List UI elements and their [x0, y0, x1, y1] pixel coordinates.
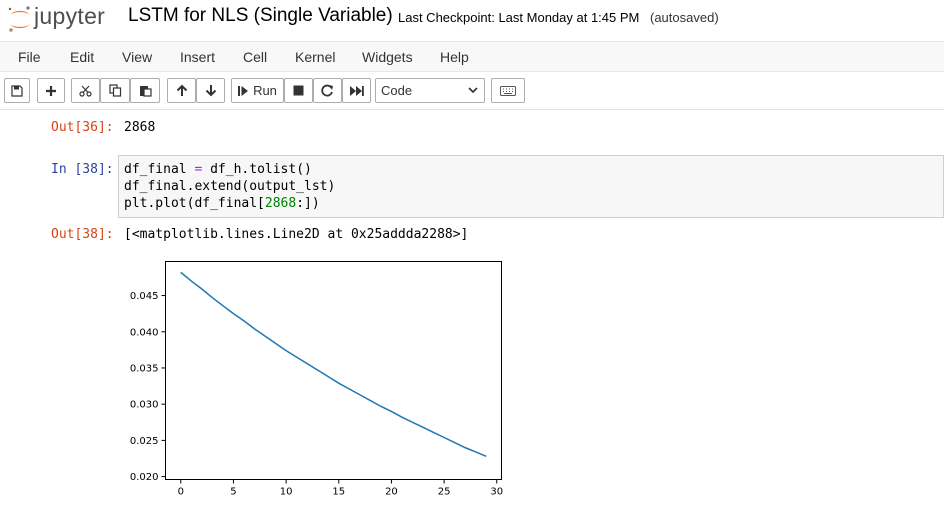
code-line-1: df_final = df_h.tolist() [124, 162, 312, 177]
y-tick-label: 0.020 [130, 472, 159, 483]
cut-icon [79, 85, 92, 97]
cell-type-value: Code [381, 83, 413, 98]
series-line [180, 271, 487, 458]
cell-type-select[interactable]: Code [375, 78, 485, 103]
y-tick-label: 0.045 [130, 291, 159, 302]
arrow-up-icon [176, 84, 187, 96]
stop-icon [293, 85, 304, 96]
input-prompt-38: In [38]: [51, 162, 114, 177]
move-down-button[interactable] [196, 78, 225, 103]
line-plot: 0 5 10 15 20 25 30 0.020 0.025 0.030 0.035 0.040 0.0… [118, 254, 518, 504]
chevron-down-icon [468, 87, 478, 94]
restart-button[interactable] [313, 78, 342, 103]
logo-text: jupyter [34, 3, 106, 29]
notebook-area: Out[36]: 2868 In [38]: df_final = df_h.t… [0, 111, 944, 514]
run-label: Run [253, 83, 277, 98]
keyboard-icon [500, 85, 516, 96]
insert-cell-button[interactable] [37, 78, 65, 103]
header: jupyter LSTM for NLS (Single Variable) L… [0, 0, 944, 40]
code-cell-38[interactable]: df_final = df_h.tolist() df_final.extend… [118, 155, 944, 218]
output-prompt-36: Out[36]: [51, 120, 114, 135]
x-tick-label: 15 [332, 487, 345, 498]
menu-help[interactable]: Help [440, 49, 469, 65]
y-tick-label: 0.040 [130, 327, 159, 338]
cut-button[interactable] [71, 78, 100, 103]
restart-icon [321, 84, 333, 97]
save-icon [11, 84, 23, 97]
y-tick-label: 0.025 [130, 436, 159, 447]
output-value-38: [<matplotlib.lines.Line2D at 0x25addda22… [124, 227, 469, 242]
checkpoint-status: Last Checkpoint: Last Monday at 1:45 PM [398, 10, 640, 25]
menu-cell[interactable]: Cell [243, 49, 268, 65]
menu-kernel[interactable]: Kernel [295, 49, 336, 65]
menu-bar: File Edit View Insert Cell Kernel Widget… [0, 41, 944, 72]
arrow-down-icon [205, 85, 216, 97]
x-tick-label: 25 [438, 487, 451, 498]
copy-icon [108, 84, 121, 97]
axis-ticks: 0 5 10 15 20 25 30 0.020 0.025 0.030 0.035 0.040 0.0… [130, 291, 503, 497]
code-text: df_h.tolist() [202, 162, 312, 177]
menu-widgets[interactable]: Widgets [362, 49, 413, 65]
code-operator: = [194, 162, 203, 177]
save-button[interactable] [4, 78, 30, 103]
plus-icon [46, 85, 56, 96]
x-tick-label: 0 [178, 487, 184, 498]
code-number: 2868 [264, 196, 297, 211]
copy-button[interactable] [100, 78, 130, 103]
menu-file[interactable]: File [18, 49, 41, 65]
x-tick-label: 20 [385, 487, 398, 498]
output-value-36: 2868 [124, 120, 156, 135]
notebook-title[interactable]: LSTM for NLS (Single Variable) [128, 5, 393, 26]
plot-axes-frame [165, 261, 502, 480]
output-prompt-38: Out[38]: [51, 227, 114, 242]
code-text: plt.plot(df_final[ [124, 196, 265, 211]
y-tick-label: 0.035 [130, 363, 159, 374]
paste-button[interactable] [130, 78, 160, 103]
toolbar: Run Code [0, 72, 944, 110]
x-tick-label: 10 [280, 487, 293, 498]
restart-run-all-button[interactable] [342, 78, 371, 103]
jupyter-logo[interactable]: jupyter [6, 2, 126, 38]
menu-view[interactable]: View [122, 49, 153, 65]
x-tick-label: 30 [490, 487, 503, 498]
code-text: :]) [296, 196, 320, 211]
autosave-status: (autosaved) [650, 10, 719, 25]
interrupt-button[interactable] [284, 78, 313, 103]
y-tick-label: 0.030 [130, 400, 159, 411]
run-button[interactable]: Run [231, 78, 284, 103]
paste-icon [139, 86, 152, 97]
move-up-button[interactable] [167, 78, 196, 103]
code-line-3: plt.plot(df_final[2868:]) [124, 196, 320, 211]
menu-insert[interactable]: Insert [180, 49, 216, 65]
code-line-2: df_final.extend(output_lst) [124, 179, 336, 194]
chart-svg: 0 5 10 15 20 25 30 0.020 0.025 0.030 0.035 0.040 0.0… [130, 261, 503, 498]
x-tick-label: 5 [230, 487, 236, 498]
jupyter-logo-icon [8, 6, 30, 32]
command-palette-button[interactable] [491, 78, 525, 103]
fast-forward-icon [349, 85, 364, 96]
step-run-icon [238, 85, 249, 96]
code-text: df_final [124, 162, 195, 177]
menu-edit[interactable]: Edit [70, 49, 95, 65]
